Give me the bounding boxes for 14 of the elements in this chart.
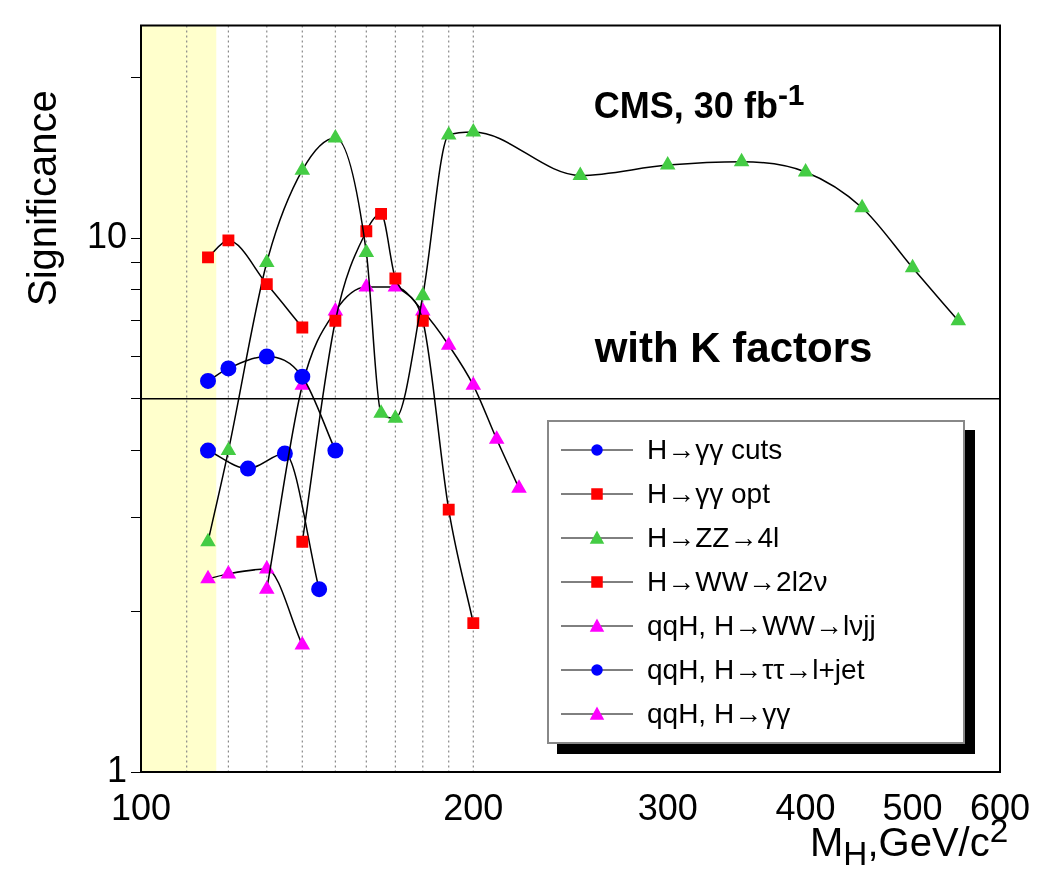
legend-label: H→ZZ→4l: [647, 522, 780, 554]
legend-label: qqH, H→WW→lνjj: [647, 610, 876, 642]
legend-label: H→WW→2l2ν: [647, 566, 828, 598]
y-tick-label: 10: [86, 214, 127, 256]
x-tick-label: 200: [443, 786, 504, 828]
y-axis-title: Significance: [20, 89, 65, 306]
legend-label: H→γγ cuts: [647, 434, 783, 466]
x-tick-label: 300: [637, 786, 698, 828]
legend-label: qqH, H→γγ: [647, 698, 791, 730]
legend-label: H→γγ opt: [647, 478, 770, 510]
annotation: CMS, 30 fb$^{-1}$: [593, 77, 805, 127]
x-tick-label: 500: [882, 786, 943, 828]
annotation: with K factors: [594, 324, 873, 373]
legend-label: qqH, H→ττ→l+jet: [647, 654, 865, 686]
